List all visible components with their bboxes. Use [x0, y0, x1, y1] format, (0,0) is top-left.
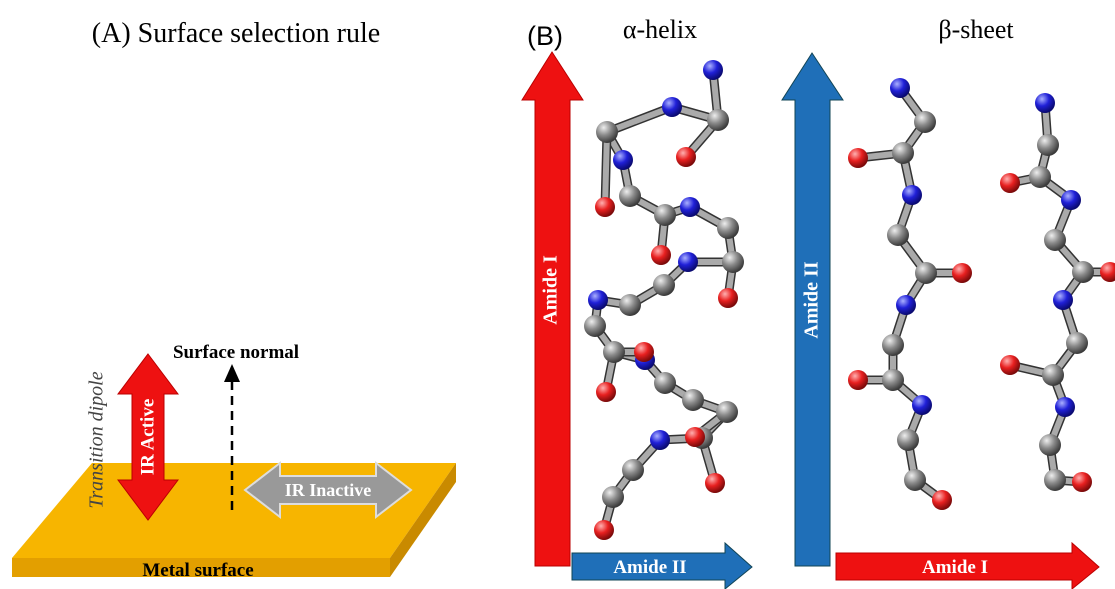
metal-surface-label: Metal surface — [142, 560, 253, 581]
atom — [680, 197, 700, 217]
atom — [602, 486, 624, 508]
ir-active-label: IR Active — [137, 399, 158, 476]
atom — [914, 111, 936, 133]
atom — [622, 459, 644, 481]
atom — [705, 473, 725, 493]
atom — [703, 60, 723, 80]
atom — [1042, 364, 1064, 386]
atom — [676, 147, 696, 167]
atom — [1053, 290, 1073, 310]
atom — [685, 427, 705, 447]
atom — [1066, 332, 1088, 354]
atom — [915, 262, 937, 284]
atom — [619, 185, 641, 207]
atom — [1029, 166, 1051, 188]
atom — [654, 372, 676, 394]
atom — [653, 274, 675, 296]
atom — [594, 520, 614, 540]
atom — [882, 369, 904, 391]
atom — [1055, 397, 1075, 417]
atom — [896, 295, 916, 315]
sheet-title: β-sheet — [938, 15, 1014, 44]
helix-vertical-arrow — [521, 51, 584, 567]
atom — [619, 294, 641, 316]
helix-horizontal-arrow — [571, 541, 753, 589]
atom — [595, 197, 615, 217]
atom — [603, 341, 625, 363]
atom — [892, 142, 914, 164]
atom — [848, 370, 868, 390]
atom — [932, 490, 952, 510]
bond — [604, 104, 675, 135]
atom — [718, 288, 738, 308]
atom — [1039, 434, 1061, 456]
atom — [1100, 262, 1115, 282]
atom — [613, 150, 633, 170]
atom — [707, 109, 729, 131]
atom — [897, 429, 919, 451]
atom — [678, 252, 698, 272]
atom — [596, 121, 618, 143]
transition-dipole-label: Transition dipole — [86, 371, 108, 508]
atom — [882, 334, 904, 356]
panel-a-title: (A) Surface selection rule — [92, 18, 380, 49]
atom — [902, 185, 922, 205]
atom — [651, 245, 671, 265]
atom — [1035, 93, 1055, 113]
ir-active-arrow — [117, 353, 179, 521]
atom — [596, 382, 616, 402]
atom — [1072, 261, 1094, 283]
surface-normal-label: Surface normal — [173, 342, 299, 363]
atom — [722, 251, 744, 273]
atom — [682, 389, 704, 411]
bond — [602, 129, 610, 210]
atom — [1000, 355, 1020, 375]
metal-plate-side — [390, 463, 456, 577]
atom — [890, 78, 910, 98]
atom — [848, 148, 868, 168]
atom — [1061, 190, 1081, 210]
panel-b-label: (B) — [527, 21, 563, 51]
atom — [634, 342, 654, 362]
atom — [887, 224, 909, 246]
molecules — [584, 60, 1115, 540]
helix-horizontal-label: Amide II — [613, 557, 686, 578]
helix-vertical-label: Amide I — [540, 255, 562, 325]
atom — [662, 97, 682, 117]
metal-plate-front — [12, 558, 390, 577]
atom — [912, 395, 932, 415]
sheet-vertical-label: Amide II — [801, 261, 823, 338]
helix-title: α-helix — [623, 15, 697, 44]
sheet-horizontal-arrow — [835, 541, 1100, 589]
atom — [584, 315, 606, 337]
surface-normal-head — [224, 364, 240, 382]
ir-inactive-arrow — [243, 460, 413, 520]
sheet-vertical-arrow — [781, 52, 844, 567]
atom — [716, 401, 738, 423]
atom — [1044, 469, 1066, 491]
ir-inactive-label: IR Inactive — [285, 480, 372, 500]
atom — [650, 430, 670, 450]
atom — [1044, 229, 1066, 251]
atom — [1000, 173, 1020, 193]
atom — [904, 469, 926, 491]
atom — [1072, 472, 1092, 492]
sheet-horizontal-label: Amide I — [922, 557, 988, 578]
atom — [1037, 134, 1059, 156]
atom — [654, 204, 676, 226]
atom — [717, 217, 739, 239]
atom — [588, 290, 608, 310]
atom — [952, 263, 972, 283]
